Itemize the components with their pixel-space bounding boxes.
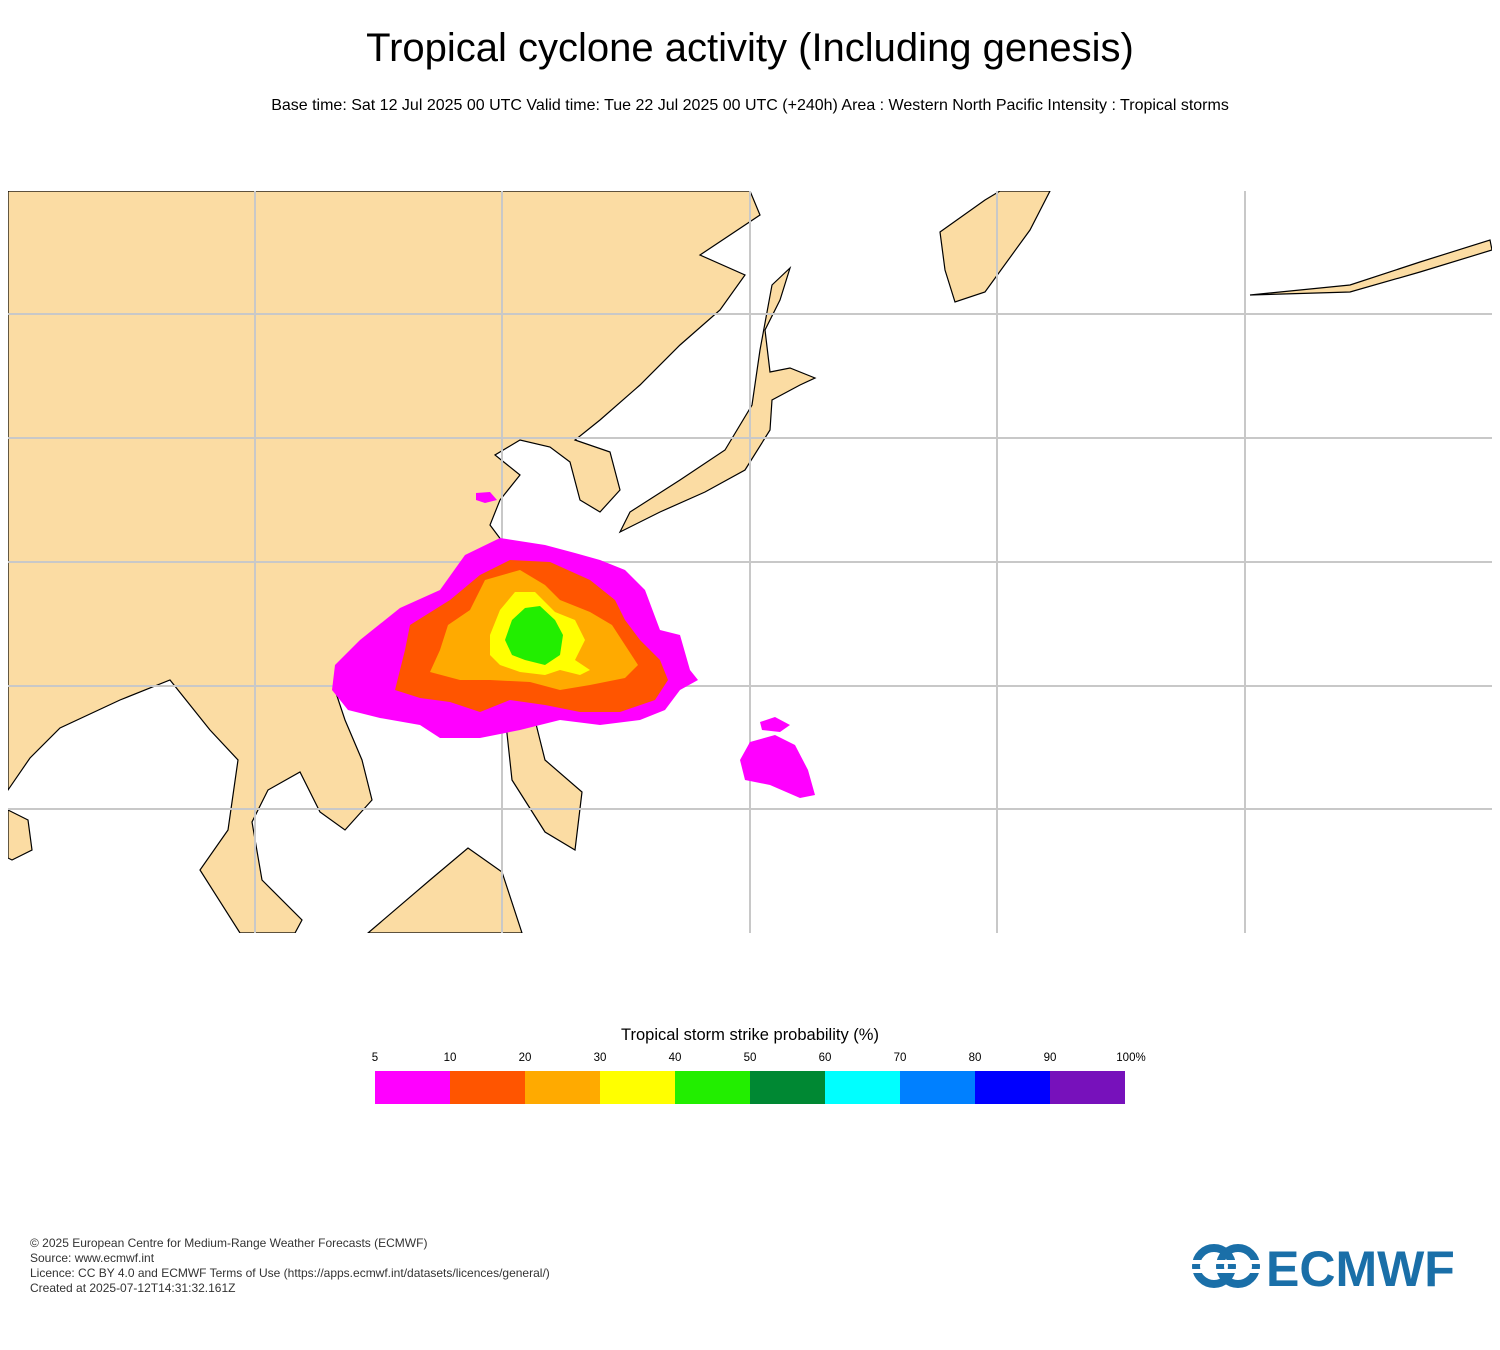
legend-swatch xyxy=(600,1071,675,1104)
legend-tick: 5 xyxy=(371,1052,379,1064)
contour-40 xyxy=(505,606,563,665)
legend-tick: 100% xyxy=(1116,1052,1146,1064)
logo-text: ECMWF xyxy=(1266,1241,1455,1295)
contour-5-blob xyxy=(740,735,815,798)
legend-tick: 70 xyxy=(893,1052,907,1064)
legend-swatch xyxy=(675,1071,750,1104)
copyright: © 2025 European Centre for Medium-Range … xyxy=(30,1236,428,1250)
legend-title: Tropical storm strike probability (%) xyxy=(621,1026,879,1044)
legend-tick: 50 xyxy=(743,1052,757,1064)
contour-5-blob xyxy=(476,492,497,503)
legend-swatch xyxy=(375,1071,450,1104)
legend-tick: 80 xyxy=(968,1052,982,1064)
contour-5-blob xyxy=(760,717,790,732)
legend-swatch xyxy=(900,1071,975,1104)
legend-tick: 40 xyxy=(668,1052,682,1064)
probability-contours xyxy=(332,492,815,798)
legend-swatch xyxy=(750,1071,825,1104)
legend-tick: 60 xyxy=(818,1052,832,1064)
ecmwf-logo: ECMWF xyxy=(1192,1241,1455,1295)
source: Source: www.ecmwf.int xyxy=(30,1251,155,1265)
legend-swatch xyxy=(1050,1071,1125,1104)
legend-colorbar xyxy=(375,1071,1125,1104)
legend-swatch xyxy=(825,1071,900,1104)
legend-swatch xyxy=(450,1071,525,1104)
page-subtitle: Base time: Sat 12 Jul 2025 00 UTC Valid … xyxy=(271,97,1229,114)
legend-tick: 10 xyxy=(443,1052,457,1064)
legend-tick: 30 xyxy=(593,1052,607,1064)
legend-tick: 20 xyxy=(518,1052,532,1064)
created-at: Created at 2025-07-12T14:31:32.161Z xyxy=(30,1281,236,1295)
legend-swatch xyxy=(525,1071,600,1104)
licence: Licence: CC BY 4.0 and ECMWF Terms of Us… xyxy=(30,1266,550,1280)
footer: © 2025 European Centre for Medium-Range … xyxy=(30,1236,550,1296)
graticule xyxy=(8,191,1492,933)
probability-map xyxy=(8,191,1492,933)
legend-tick: 90 xyxy=(1043,1052,1057,1064)
page-title: Tropical cyclone activity (Including gen… xyxy=(366,26,1134,70)
legend-swatch xyxy=(975,1071,1050,1104)
